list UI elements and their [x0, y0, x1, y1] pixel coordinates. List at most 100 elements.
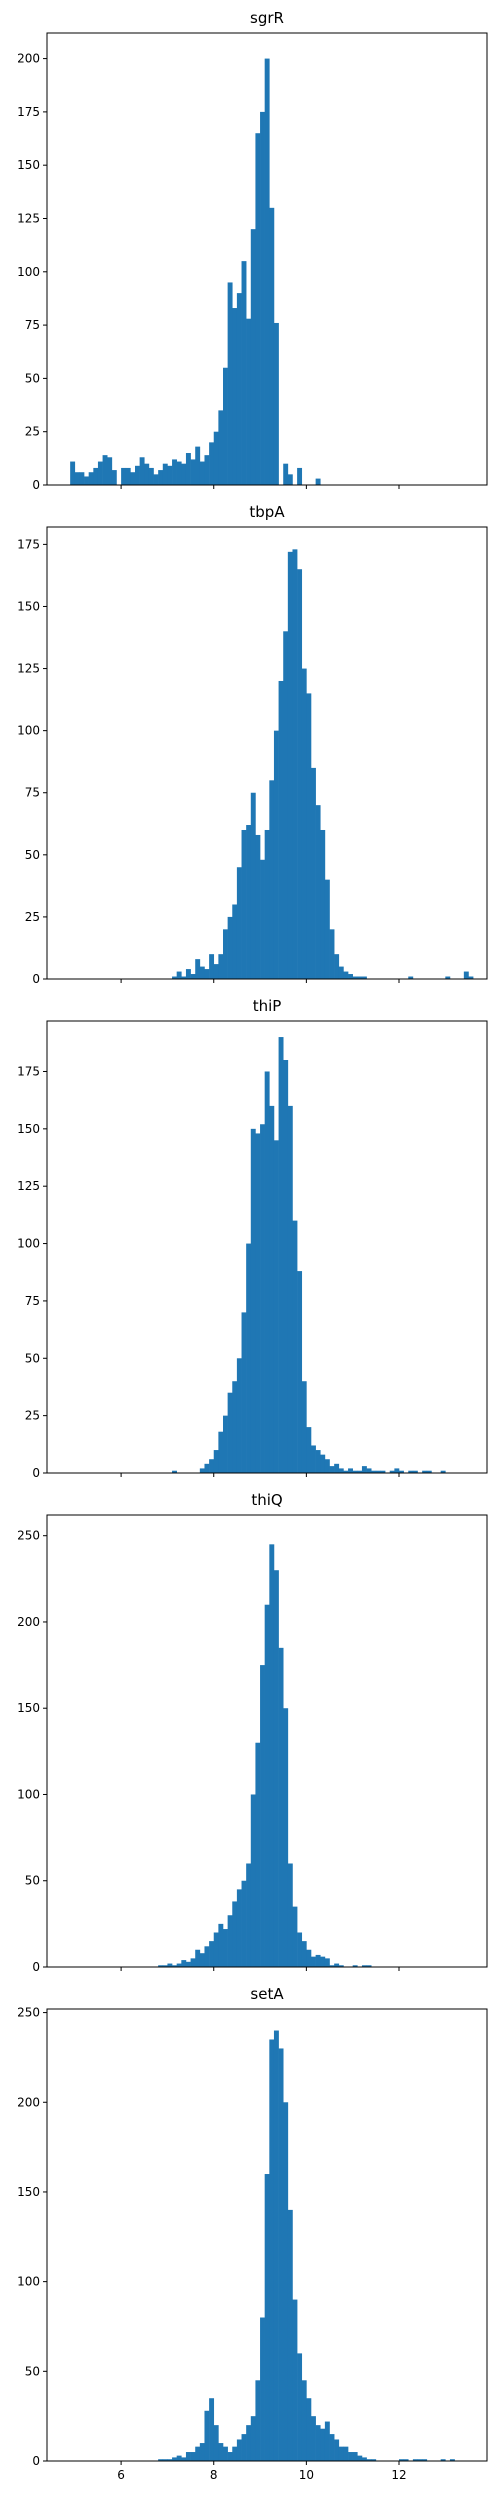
histogram-bar	[260, 859, 265, 979]
histogram-bar	[199, 2443, 205, 2461]
histogram-bar	[209, 2398, 215, 2461]
histogram-bar	[213, 431, 219, 485]
histogram-bar	[246, 1863, 252, 1967]
histogram-bar	[213, 1932, 219, 1967]
histogram-bar	[190, 974, 196, 979]
histogram-bar	[255, 834, 261, 979]
histogram-bar	[412, 2459, 418, 2461]
histogram-bar	[97, 461, 103, 485]
histogram-bar	[181, 976, 187, 979]
histogram-bar	[361, 976, 367, 979]
histogram-bar	[320, 2428, 326, 2461]
y-tick-label: 150	[17, 599, 40, 613]
y-tick-label: 250	[17, 1529, 40, 1543]
histogram-bar	[223, 367, 228, 485]
y-tick-label: 150	[17, 1122, 40, 1136]
histogram-bar	[250, 2416, 256, 2461]
histogram-bar	[209, 1941, 215, 1967]
histogram-bar	[283, 1708, 289, 1967]
histogram-bar	[88, 472, 94, 485]
histogram-bar	[264, 1071, 270, 1473]
histogram-bar	[236, 867, 242, 979]
y-tick-label: 250	[17, 2006, 40, 2020]
histogram-bar	[236, 2439, 242, 2461]
histogram-bar	[348, 974, 353, 979]
histogram-bar	[269, 2039, 275, 2461]
y-tick-label: 25	[25, 1409, 40, 1423]
histogram-bar	[375, 1470, 381, 1473]
histogram-bar	[264, 1604, 270, 1967]
histogram-bar	[297, 467, 303, 485]
y-tick-label: 200	[17, 1615, 40, 1629]
histogram-bar	[394, 1468, 400, 1473]
histogram-bar	[223, 1929, 228, 1967]
y-tick-label: 50	[25, 848, 40, 862]
histogram-bar	[338, 966, 344, 979]
histogram-bar	[241, 261, 247, 485]
histogram-bar	[329, 2434, 335, 2461]
y-tick-label: 50	[25, 1874, 40, 1888]
histogram-bar	[366, 1468, 372, 1473]
histogram-bar	[320, 1454, 326, 1473]
histogram-bar	[301, 2380, 307, 2461]
histogram-bar	[172, 2457, 177, 2461]
histogram-bar	[306, 693, 312, 979]
histogram-bar	[250, 229, 256, 485]
plot-frame	[46, 32, 488, 486]
histogram-bar	[311, 767, 316, 979]
histogram-bar	[232, 904, 238, 979]
histogram-bar	[371, 2459, 377, 2461]
histogram-bar	[181, 463, 187, 485]
histogram-bar	[260, 1665, 265, 1967]
histogram-bar	[236, 1358, 242, 1473]
histogram-bar	[158, 470, 164, 485]
histogram-bar	[292, 1906, 298, 1967]
histogram-bar	[260, 1124, 265, 1473]
histogram-bar	[287, 474, 293, 485]
histogram-bar	[79, 472, 85, 485]
histogram-bar	[209, 1459, 215, 1473]
histogram-bar	[185, 2452, 191, 2461]
y-tick-label: 25	[25, 425, 40, 439]
chart-title: setA	[250, 1985, 284, 2003]
histogram-bar	[315, 805, 321, 979]
histogram-bar	[311, 2416, 316, 2461]
y-tick-label: 125	[17, 662, 40, 676]
histogram-bar	[380, 1470, 386, 1473]
histogram-bar	[264, 2174, 270, 2461]
histogram-bar	[306, 2398, 312, 2461]
histogram-bar	[172, 1965, 177, 1967]
x-tick-label: 10	[299, 2468, 314, 2482]
y-tick-label: 200	[17, 2095, 40, 2109]
histogram-bar	[162, 463, 168, 485]
histogram-bar	[343, 2446, 349, 2461]
histogram-bar	[190, 1958, 196, 1967]
histogram-bar	[273, 322, 279, 485]
y-tick-label: 175	[17, 1064, 40, 1078]
histogram-bar	[273, 1140, 279, 1473]
plot-frame	[46, 1020, 488, 1474]
histogram-bar	[315, 478, 321, 485]
histogram-bar	[352, 1965, 358, 1967]
histogram-bar	[334, 2439, 340, 2461]
histogram-bar	[269, 207, 275, 485]
histogram-bar	[158, 1965, 164, 1967]
histogram-bar	[297, 2353, 303, 2461]
histogram-bar	[352, 976, 358, 979]
chart-title: thiQ	[251, 1491, 282, 1509]
histogram-bar	[278, 680, 284, 979]
histogram-bar	[292, 2299, 298, 2461]
histogram-bar	[348, 1468, 353, 1473]
histogram-bar	[241, 829, 247, 979]
histogram-bar	[468, 976, 474, 979]
y-tick-label: 50	[25, 1351, 40, 1365]
histogram-bar	[315, 1450, 321, 1473]
histogram-bar	[195, 2446, 201, 2461]
histogram-bar	[172, 976, 177, 979]
histogram-bar	[260, 2317, 265, 2461]
histogram-bar	[185, 453, 191, 485]
histogram-panel-tbpA: tbpA 0 25 50 75 100 125 150 175	[17, 503, 488, 986]
histogram-bar	[111, 470, 117, 485]
histogram-panel-thiQ: thiQ 0 50 100 150 200 250	[17, 1491, 488, 1974]
histogram-bar	[167, 2459, 173, 2461]
